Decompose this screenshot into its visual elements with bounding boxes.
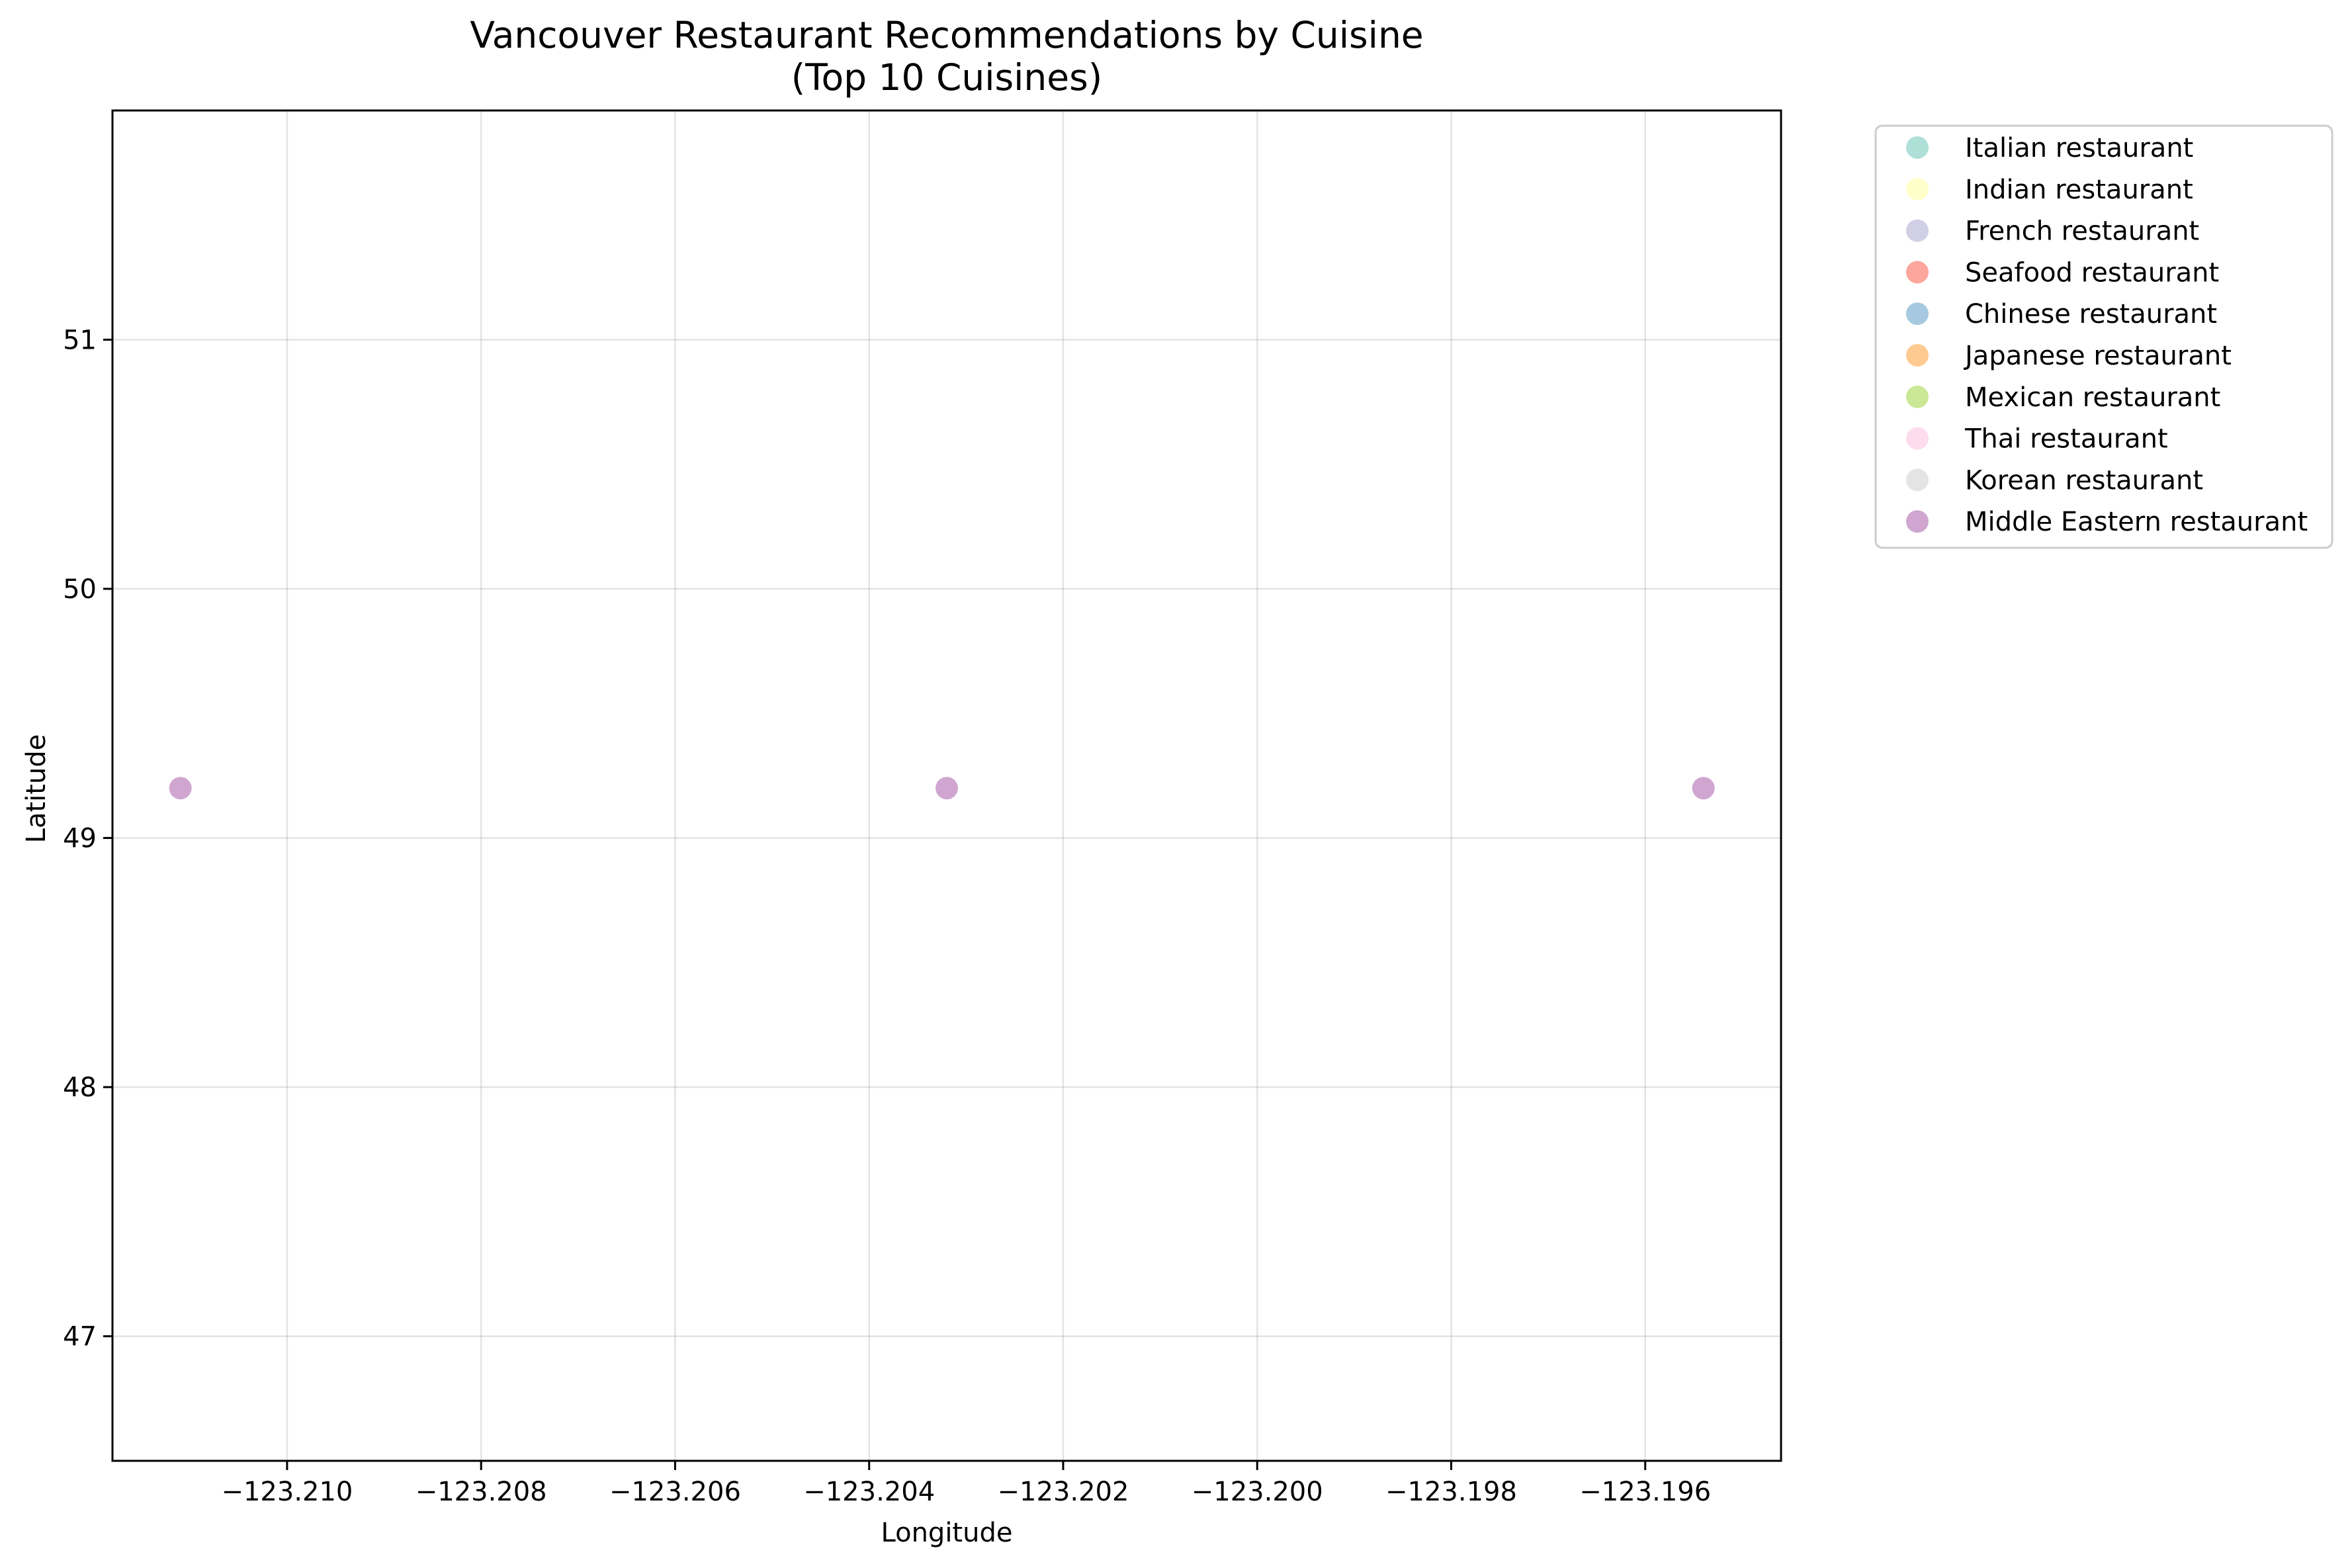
- legend-marker: [1906, 427, 1929, 450]
- y-tick-label: 48: [63, 1072, 97, 1103]
- legend-label: Thai restaurant: [1964, 424, 2168, 455]
- x-tick-label: −123.206: [609, 1477, 741, 1507]
- y-axis-label: Latitude: [21, 734, 52, 844]
- plot-frame: [111, 109, 1782, 1462]
- scatter-point: [936, 777, 958, 800]
- legend-marker: [1906, 261, 1929, 284]
- x-tick-label: −123.202: [997, 1477, 1129, 1507]
- x-tick-label: −123.204: [803, 1477, 935, 1507]
- scatter-points: [169, 777, 1715, 800]
- legend-label: French restaurant: [1965, 216, 2199, 247]
- scatter-point: [1692, 777, 1715, 800]
- x-axis-ticks: −123.210 −123.208 −123.206 −123.204 −123.202…: [221, 1461, 1711, 1507]
- scatter-point: [169, 777, 192, 800]
- legend-marker: [1906, 510, 1929, 533]
- legend-label: Korean restaurant: [1965, 465, 2203, 496]
- legend-label: Japanese restaurant: [1963, 341, 2232, 371]
- y-tick-label: 50: [63, 574, 97, 605]
- legend-label: Italian restaurant: [1965, 133, 2193, 163]
- x-tick-label: −123.196: [1579, 1477, 1711, 1507]
- y-tick-label: 49: [63, 824, 97, 854]
- legend-marker: [1906, 344, 1929, 367]
- legend: Italian restaurant Indian restaurant Frenc…: [1874, 124, 2333, 549]
- legend-marker: [1906, 219, 1929, 242]
- legend-label: Mexican restaurant: [1965, 382, 2220, 413]
- legend-frame: [1874, 124, 2333, 549]
- x-tick-label: −123.208: [415, 1477, 547, 1507]
- legend-marker: [1906, 177, 1929, 200]
- legend-label: Seafood restaurant: [1965, 257, 2219, 288]
- x-tick-label: −123.210: [221, 1477, 353, 1507]
- y-tick-label: 47: [63, 1322, 97, 1352]
- x-tick-label: −123.198: [1385, 1477, 1517, 1507]
- y-tick-label: 51: [63, 325, 97, 355]
- legend-marker: [1906, 302, 1929, 326]
- legend-label: Middle Eastern restaurant: [1965, 507, 2308, 537]
- legend-marker: [1906, 136, 1929, 159]
- grid: [112, 110, 1781, 1461]
- x-axis-label: Longitude: [881, 1518, 1013, 1548]
- legend-marker: [1906, 385, 1929, 408]
- legend-label: Indian restaurant: [1965, 175, 2193, 205]
- chart-subtitle: (Top 10 Cuisines): [791, 56, 1103, 99]
- chart-title: Vancouver Restaurant Recommendations by …: [470, 14, 1423, 56]
- y-axis-ticks: 47 48 49 50 51: [63, 325, 112, 1352]
- legend-marker: [1906, 468, 1929, 492]
- x-tick-label: −123.200: [1192, 1477, 1323, 1507]
- legend-label: Chinese restaurant: [1965, 299, 2217, 329]
